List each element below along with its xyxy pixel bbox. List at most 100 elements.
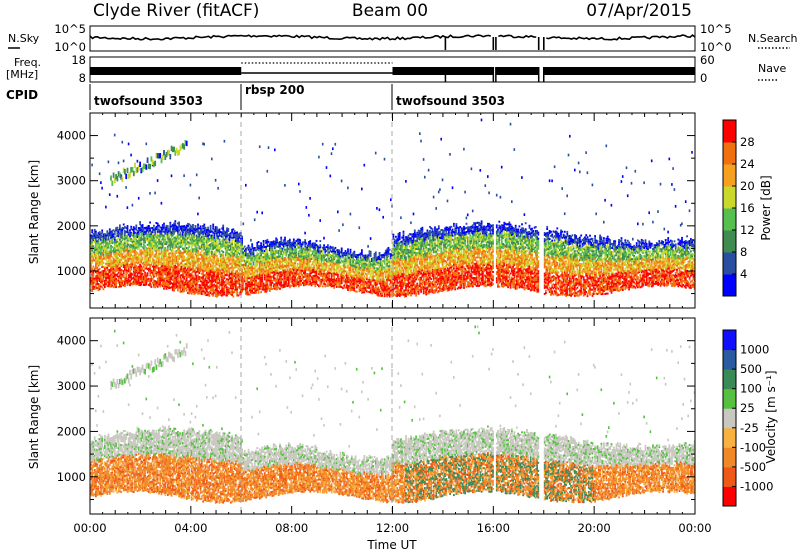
power-cell-349 xyxy=(107,236,110,239)
power-arc-761 xyxy=(127,173,130,179)
power-cell-2813 xyxy=(222,232,225,235)
power-cell-1190 xyxy=(149,221,151,224)
power-cell-1302 xyxy=(155,254,158,257)
power-cell-3881 xyxy=(284,271,286,274)
power-cell-108 xyxy=(95,246,97,249)
power-cell-2828 xyxy=(223,271,226,274)
power-cell-2285 xyxy=(199,280,202,283)
power-cell-2785 xyxy=(221,231,223,234)
power-cell-1844 xyxy=(179,238,182,240)
power-cell-2659 xyxy=(216,289,218,292)
power-cell-4850 xyxy=(352,258,354,261)
power-cell-1250 xyxy=(153,265,155,268)
power-cell-4494 xyxy=(324,250,327,253)
power-cell-3852 xyxy=(281,241,284,244)
power-cell-1012 xyxy=(140,236,143,239)
power-cell-1001 xyxy=(140,261,143,264)
power-cell-3100 xyxy=(236,241,238,244)
power-cell-1271 xyxy=(154,268,157,270)
power-cell-3526 xyxy=(262,282,265,285)
power-cell-459 xyxy=(113,275,116,278)
power-cell-1369 xyxy=(158,230,160,233)
power-cell-492 xyxy=(115,259,117,262)
power-cell-2508 xyxy=(208,237,211,240)
power-sparse-3436 xyxy=(256,210,258,214)
power-cell-2059 xyxy=(189,269,192,272)
power-cell-2419 xyxy=(204,239,207,242)
power-cell-1232 xyxy=(151,241,154,244)
power-cell-464 xyxy=(113,263,116,266)
power-cell-2202 xyxy=(195,281,198,284)
power-cell-2553 xyxy=(211,260,213,263)
power-cell-4455 xyxy=(321,262,324,265)
power-cell-1334 xyxy=(156,243,159,245)
power-cell-2540 xyxy=(211,293,213,296)
power-cell-163 xyxy=(97,238,100,241)
power-cell-964 xyxy=(139,284,141,287)
power-cell-1432 xyxy=(161,272,164,275)
power-cell-1801 xyxy=(178,284,180,287)
power-cell-3116 xyxy=(237,264,240,266)
power-cell-4653 xyxy=(337,265,339,268)
power-cell-795 xyxy=(130,260,133,263)
power-cell-4788 xyxy=(348,281,351,284)
power-cell-4435 xyxy=(320,274,323,277)
power-cell-1303 xyxy=(155,252,158,255)
power-cell-3660 xyxy=(270,263,272,266)
power-cell-1749 xyxy=(175,270,178,273)
power-cell-1673 xyxy=(171,232,174,235)
power-cell-2545 xyxy=(211,281,213,284)
power-cell-2515 xyxy=(209,285,212,288)
power-cell-3226 xyxy=(243,276,246,279)
power-cell-1770 xyxy=(177,285,179,288)
power-cell-592 xyxy=(120,273,123,276)
power-cell-4369 xyxy=(315,260,318,263)
power-cell-678 xyxy=(124,242,126,245)
power-cell-3255 xyxy=(245,248,247,251)
power-cell-3784 xyxy=(277,264,280,267)
power-cell-1465 xyxy=(163,261,165,264)
power-cell-2146 xyxy=(193,280,196,283)
power-cell-3820 xyxy=(280,275,283,278)
power-cell-2968 xyxy=(229,234,232,237)
power-cell-1805 xyxy=(178,270,180,273)
power-cell-4617 xyxy=(334,283,337,286)
power-cell-365 xyxy=(108,256,111,259)
power-cell-882 xyxy=(134,231,136,234)
power-cell-527 xyxy=(116,228,119,231)
power-cell-3675 xyxy=(271,271,274,274)
power-cell-867 xyxy=(134,268,136,271)
power-cell-1884 xyxy=(182,280,184,283)
power-cell-2603 xyxy=(213,279,216,282)
power-cell-726 xyxy=(126,247,129,250)
power-cell-4001 xyxy=(291,268,294,270)
power-cell-2504 xyxy=(208,248,211,251)
power-cell-4197 xyxy=(304,265,307,268)
power-cell-544 xyxy=(117,253,120,256)
power-cell-1142 xyxy=(148,269,150,272)
power-cell-2275 xyxy=(198,235,201,238)
power-cell-4325 xyxy=(313,268,315,271)
power-cell-3821 xyxy=(280,273,283,276)
power-cell-1070 xyxy=(144,273,146,276)
power-cell-442 xyxy=(112,259,115,262)
power-cell-1390 xyxy=(159,240,162,243)
power-sparse-3629 xyxy=(267,146,270,149)
power-cell-2900 xyxy=(227,286,230,289)
power-cell-1833 xyxy=(179,266,182,269)
power-cell-1181 xyxy=(149,243,151,246)
power-cell-2249 xyxy=(197,231,199,234)
power-arc-1316 xyxy=(155,152,158,159)
power-cell-4528 xyxy=(327,246,329,249)
power-cell-2491 xyxy=(208,276,211,279)
power-cell-1287 xyxy=(154,227,157,230)
power-cell-2173 xyxy=(194,279,197,282)
power-cell-4749 xyxy=(344,256,347,259)
power-cell-502 xyxy=(115,235,117,238)
power-cell-4929 xyxy=(358,263,361,266)
power-cell-4461 xyxy=(321,248,324,251)
power-cell-2255 xyxy=(198,292,201,295)
power-cell-2034 xyxy=(188,257,191,260)
power-cell-2130 xyxy=(192,244,194,247)
power-cell-2999 xyxy=(231,230,233,233)
